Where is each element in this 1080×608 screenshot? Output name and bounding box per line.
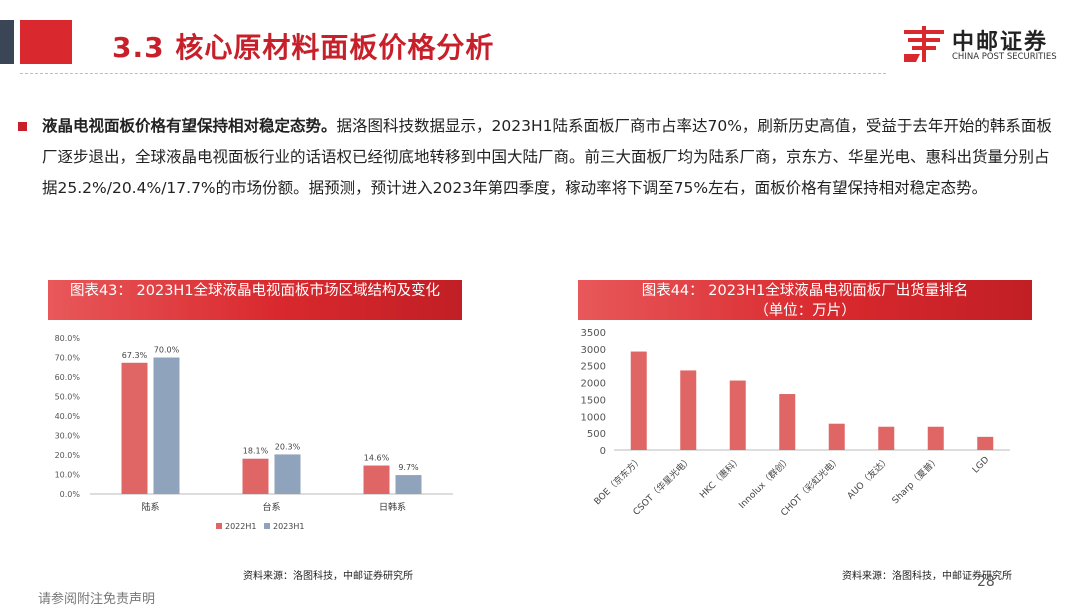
y-tick-label: 30.0% — [55, 432, 81, 441]
y-tick-label: 20.0% — [55, 451, 81, 460]
body-text: 据洛图科技数据显示，2023H1陆系面板厂商市占率达70%，刷新历史高值，受益于… — [42, 117, 1052, 197]
x-tick-label: LGD — [971, 455, 991, 475]
y-tick-label: 500 — [587, 429, 606, 440]
title-divider — [20, 73, 886, 74]
bar-data-label: 18.1% — [243, 447, 269, 456]
chart43-svg: 0.0% 10.0% 20.0% 30.0% 40.0% 50.0% 60.0% 70.0% 8… — [55, 334, 453, 531]
x-tick-label: 陆系 — [141, 501, 159, 513]
legend-swatch-2022H1 — [216, 523, 222, 529]
y-tick-label: 50.0% — [55, 393, 81, 402]
footer-disclaimer: 请参阅附注免责声明 — [38, 592, 156, 607]
bar — [729, 380, 746, 450]
logo-chinese-text: 中邮证券 — [952, 30, 1049, 55]
y-tick-label: 1000 — [581, 412, 606, 423]
chart43-title: 图表43： 2023H1全球液晶电视面板市场区域结构及变化 — [69, 283, 441, 299]
logo-english-text: CHINA POST SECURITIES — [952, 52, 1057, 62]
bar-data-label: 20.3% — [275, 442, 301, 451]
china-post-emblem-icon — [904, 26, 944, 62]
x-tick-label: 台系 — [262, 501, 280, 513]
x-tick-label: HKC（惠科） — [697, 454, 744, 501]
bar — [878, 426, 895, 450]
bar-2023H1 — [395, 475, 422, 494]
x-tick-label: Sharp（夏普） — [889, 454, 942, 507]
bar-2022H1 — [242, 458, 269, 494]
legend-swatch-2023H1 — [264, 523, 270, 529]
x-tick-label: 日韩系 — [379, 501, 406, 513]
bar — [977, 436, 994, 450]
x-tick-label: Innolux（群创） — [736, 454, 793, 511]
y-tick-label: 3000 — [581, 345, 606, 356]
y-tick-label: 40.0% — [55, 412, 81, 421]
page-title: 3.3 核心原材料面板价格分析 — [112, 31, 495, 64]
bar-2023H1 — [153, 357, 180, 494]
bar-data-label: 67.3% — [122, 351, 148, 360]
bar — [828, 423, 845, 450]
chart44-title: 图表44： 2023H1全球液晶电视面板厂出货量排名 — [641, 283, 969, 299]
y-tick-label: 0.0% — [60, 490, 81, 499]
chart44-source: 资料来源：洛图科技，中邮证券研究所 — [842, 571, 1012, 582]
bar-data-label: 14.6% — [364, 454, 390, 463]
x-tick-label: BOE（京东方） — [591, 454, 645, 508]
chart43-plot: 0.0% 10.0% 20.0% 30.0% 40.0% 50.0% 60.0% 70.0% 8… — [48, 324, 462, 534]
bar — [630, 351, 647, 450]
y-tick-label: 3500 — [581, 328, 606, 339]
y-tick-label: 0 — [600, 446, 606, 457]
y-tick-label: 2000 — [581, 379, 606, 390]
y-tick-label: 10.0% — [55, 471, 81, 480]
chart43-source: 资料来源：洛图科技，中邮证券研究所 — [243, 571, 413, 582]
chart43-header: 图表43： 2023H1全球液晶电视面板市场区域结构及变化 — [48, 280, 462, 320]
bar-2022H1 — [121, 362, 148, 494]
header-accent-dark — [0, 20, 14, 64]
y-tick-label: 60.0% — [55, 373, 81, 382]
body-lead: 液晶电视面板价格有望保持相对稳定态势。 — [42, 117, 337, 135]
bullet-marker — [18, 122, 27, 131]
body-paragraph: 液晶电视面板价格有望保持相对稳定态势。据洛图科技数据显示，2023H1陆系面板厂… — [42, 111, 1054, 204]
legend-label: 2022H1 — [225, 522, 256, 531]
y-tick-label: 2500 — [581, 362, 606, 373]
company-logo: 中邮证券 CHINA POST SECURITIES — [902, 24, 1072, 64]
bar — [680, 370, 697, 450]
bar-2022H1 — [363, 465, 390, 494]
header-accent-red — [20, 20, 72, 64]
chart44-header: 图表44： 2023H1全球液晶电视面板厂出货量排名 （单位：万片） — [578, 280, 1032, 320]
bar-data-label: 9.7% — [398, 463, 419, 472]
bar — [779, 394, 796, 450]
y-tick-label: 1500 — [581, 395, 606, 406]
bar — [927, 426, 944, 450]
chart44-plot: 0 500 1000 1500 2000 2500 3000 3500 BOE（京东方） CSOT… — [570, 324, 1040, 554]
chart44-svg: 0500100015002000250030003500BOE（京东方）CSOT… — [581, 328, 1010, 518]
y-tick-label: 70.0% — [55, 354, 81, 363]
legend-label: 2023H1 — [273, 522, 304, 531]
bar-data-label: 70.0% — [154, 346, 180, 355]
bar-2023H1 — [274, 454, 301, 494]
chart44-unit: （单位：万片） — [754, 303, 856, 319]
x-tick-label: AUO（友达） — [844, 454, 892, 502]
y-tick-label: 80.0% — [55, 334, 81, 343]
page-number: 28 — [977, 574, 995, 590]
